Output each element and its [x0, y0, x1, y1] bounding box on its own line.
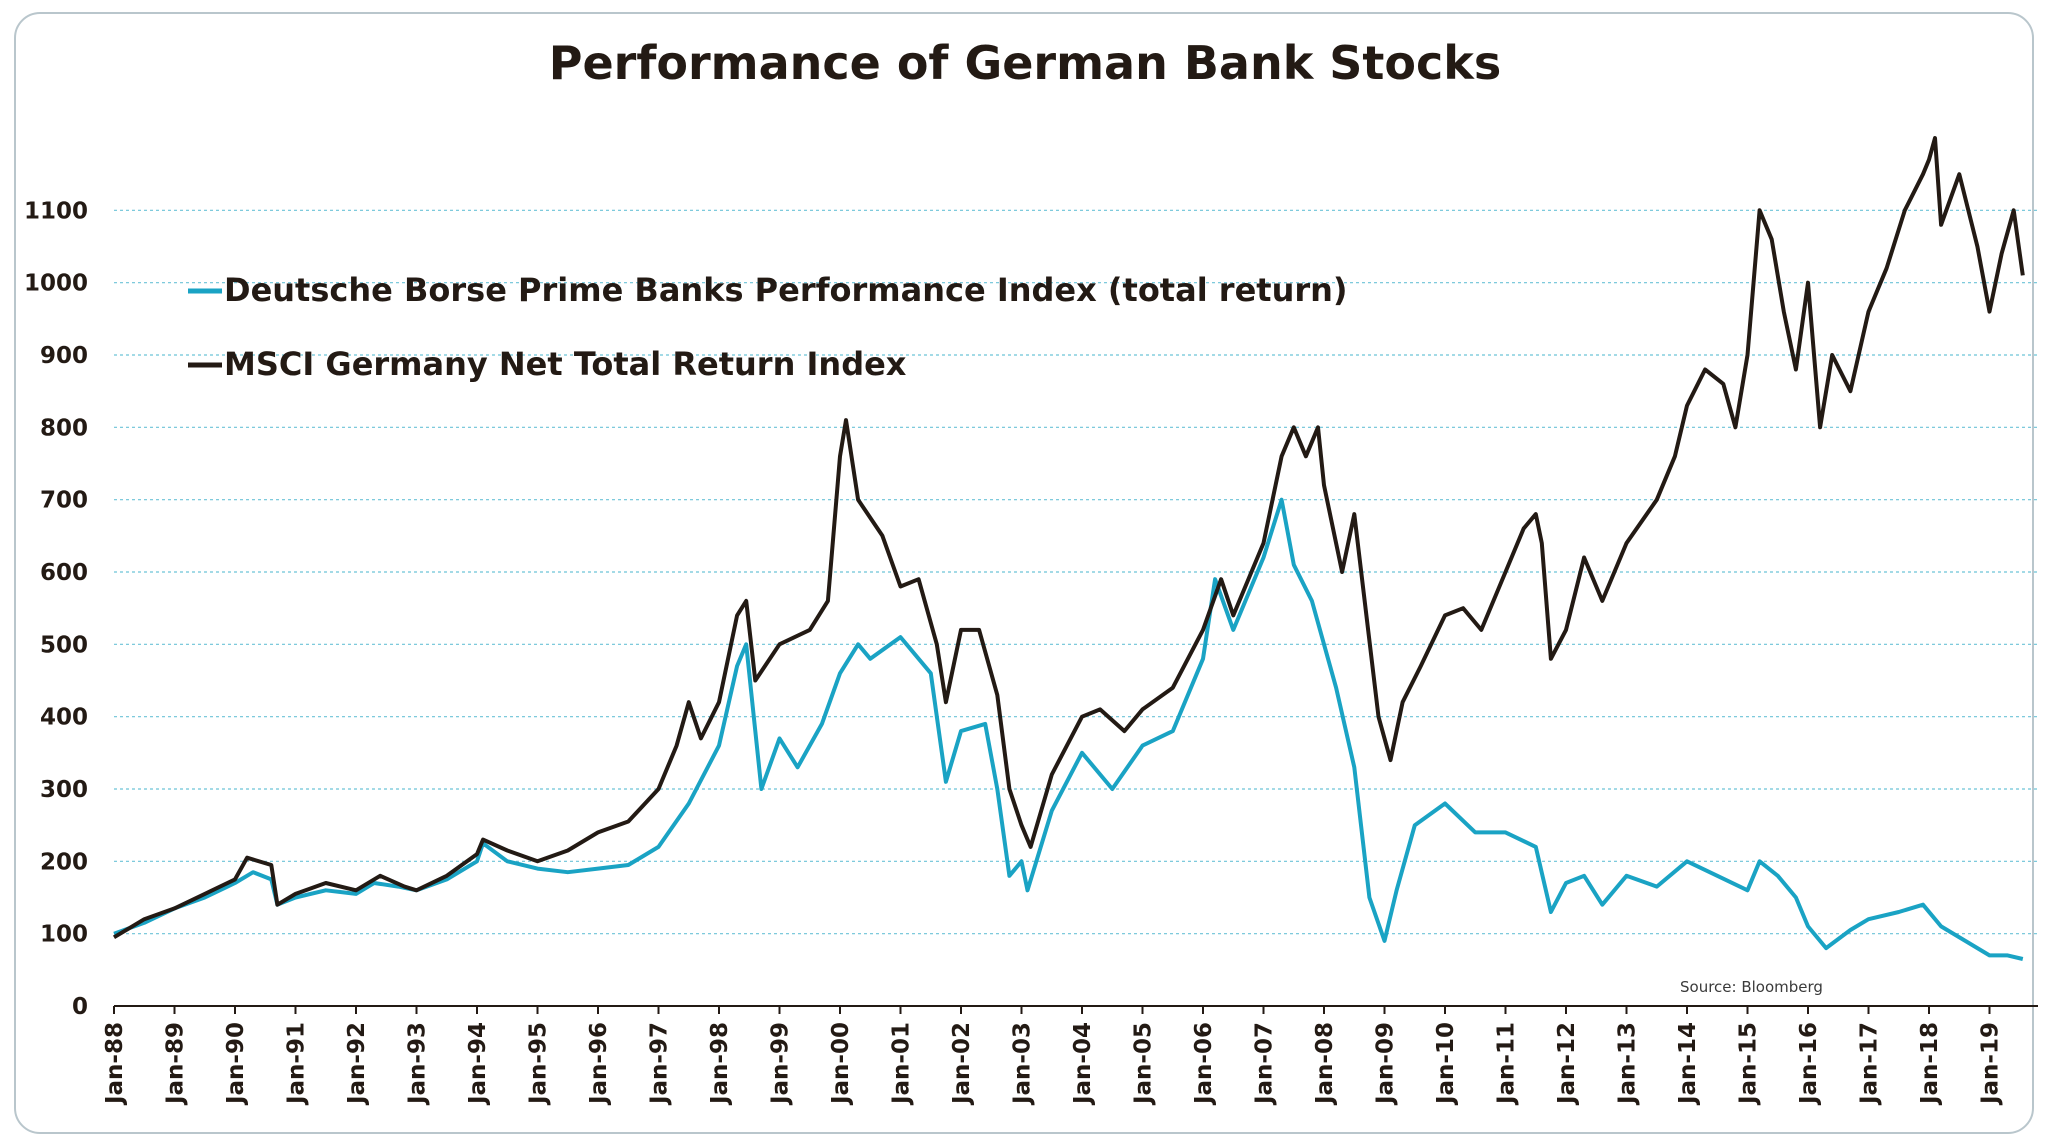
y-tick-label: 800	[40, 415, 88, 441]
x-tick-label: Jan-16	[1796, 1022, 1822, 1106]
x-tick-label: Jan-10	[1433, 1022, 1459, 1106]
y-tick-label: 500	[40, 632, 88, 658]
x-tick-label: Jan-93	[405, 1022, 431, 1106]
x-axis-ticks: Jan-88 Jan-89 Jan-90 Jan-91 Jan-92 Jan-93 Jan-…	[102, 1006, 2004, 1106]
x-tick-label: Jan-97	[647, 1022, 673, 1106]
y-axis-ticks: 0 100 200 300 400 500 600 700 800 900 1000 1100	[24, 198, 88, 1020]
x-tick-label: Jan-06	[1191, 1022, 1217, 1106]
x-tick-label: Jan-98	[707, 1022, 733, 1106]
series-line-2	[112, 136, 2025, 940]
x-tick-label: Jan-07	[1252, 1022, 1278, 1106]
x-tick-label: Jan-99	[768, 1022, 794, 1106]
gridlines	[114, 209, 2038, 1007]
series-lines	[112, 136, 2025, 961]
x-tick-label: Jan-96	[586, 1022, 612, 1106]
x-tick-label: Jan-03	[1010, 1022, 1036, 1106]
x-tick-label: Jan-88	[102, 1022, 128, 1106]
legend-label: Deutsche Borse Prime Banks Performance I…	[224, 271, 1348, 309]
x-tick-label: Jan-15	[1736, 1022, 1762, 1106]
y-tick-label: 400	[40, 705, 88, 731]
y-tick-label: 900	[40, 343, 88, 369]
x-tick-label: Jan-12	[1554, 1022, 1580, 1106]
x-tick-label: Jan-04	[1070, 1022, 1096, 1106]
chart-title: Performance of German Bank Stocks	[548, 36, 1502, 90]
x-tick-label: Jan-92	[344, 1022, 370, 1106]
x-tick-label: Jan-01	[889, 1022, 915, 1106]
x-tick-label: Jan-94	[465, 1022, 491, 1106]
x-tick-label: Jan-90	[223, 1022, 249, 1106]
x-tick-label: Jan-17	[1857, 1022, 1883, 1106]
x-tick-label: Jan-91	[284, 1022, 310, 1106]
source-note: Source: Bloomberg	[1680, 978, 1823, 996]
x-tick-label: Jan-02	[949, 1022, 975, 1106]
legend: Deutsche Borse Prime Banks Performance I…	[188, 271, 1348, 383]
chart-card	[14, 12, 2034, 1134]
y-tick-label: 200	[40, 849, 88, 875]
x-tick-label: Jan-09	[1373, 1022, 1399, 1106]
x-tick-label: Jan-05	[1131, 1022, 1157, 1106]
y-tick-label: 100	[40, 922, 88, 948]
x-tick-label: Jan-11	[1494, 1022, 1520, 1106]
y-tick-label: 1000	[24, 271, 88, 297]
x-tick-label: Jan-95	[526, 1022, 552, 1106]
y-tick-label: 600	[40, 560, 88, 586]
y-tick-label: 700	[40, 488, 88, 514]
y-tick-label: 300	[40, 777, 88, 803]
x-tick-label: Jan-00	[828, 1022, 854, 1106]
y-tick-label: 1100	[24, 198, 88, 224]
x-tick-label: Jan-13	[1615, 1022, 1641, 1106]
x-tick-label: Jan-14	[1675, 1022, 1701, 1106]
x-tick-label: Jan-19	[1978, 1022, 2004, 1106]
y-tick-label: 0	[72, 994, 88, 1020]
series-line-1	[113, 497, 2024, 961]
x-tick-label: Jan-89	[163, 1022, 189, 1106]
x-tick-label: Jan-18	[1917, 1022, 1943, 1106]
x-tick-label: Jan-08	[1312, 1022, 1338, 1106]
legend-label: MSCI Germany Net Total Return Index	[224, 345, 907, 383]
